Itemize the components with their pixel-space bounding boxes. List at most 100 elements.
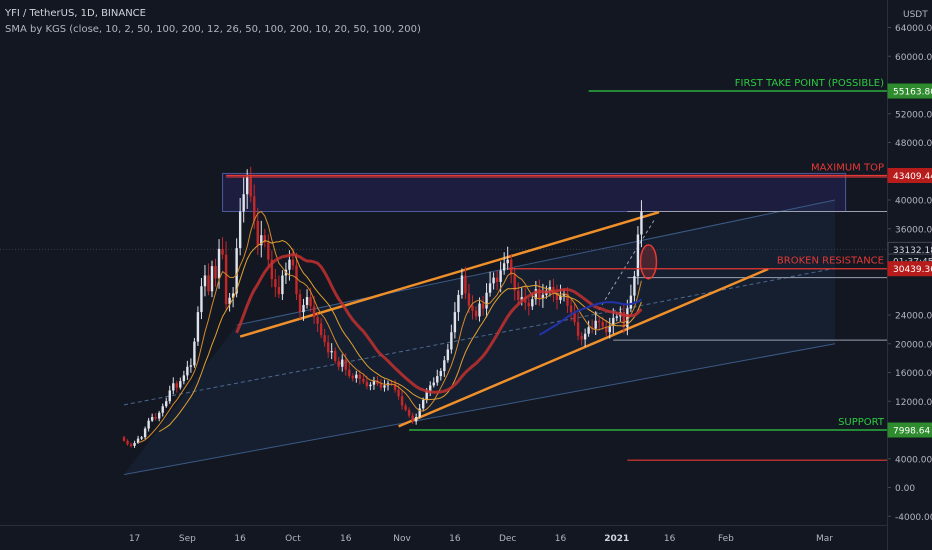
- candle: [531, 299, 534, 307]
- candles: [122, 166, 643, 448]
- price-tag-label: 43409.44: [893, 172, 932, 182]
- candle: [443, 360, 446, 372]
- price-tick-label: 36000.00: [895, 225, 932, 235]
- candle: [502, 263, 506, 271]
- candle: [583, 333, 587, 340]
- candle: [316, 317, 319, 324]
- symbol-title[interactable]: YFI / TetherUS, 1D, BINANCE: [5, 8, 146, 19]
- indicator-legend[interactable]: SMA by KGS (close, 10, 2, 50, 100, 200, …: [5, 24, 421, 35]
- candle: [510, 259, 513, 275]
- candle: [172, 383, 175, 391]
- candle: [186, 366, 189, 376]
- candle: [291, 259, 295, 266]
- time-tick-label: 16: [340, 534, 352, 544]
- candle: [348, 369, 351, 377]
- candle: [608, 325, 611, 333]
- candle: [150, 417, 154, 421]
- candle: [337, 361, 340, 367]
- candle: [214, 266, 217, 279]
- ma-line-sma-50: [235, 252, 643, 394]
- candle: [189, 365, 193, 367]
- candle: [224, 254, 228, 305]
- candle: [569, 305, 573, 313]
- candle: [309, 297, 312, 307]
- price-tick-label: 4000.00: [895, 455, 932, 465]
- candle: [425, 391, 428, 400]
- candle: [626, 308, 629, 328]
- price-tag: [887, 83, 932, 99]
- time-tick-label: 16: [664, 534, 676, 544]
- level-label: BROKEN RESISTANCE: [777, 256, 884, 267]
- candle: [295, 265, 298, 295]
- time-tick-label: 2021: [604, 534, 629, 544]
- price-tag-label: 55163.80: [893, 88, 932, 98]
- price-tag-label: 30439.36: [893, 265, 932, 275]
- time-tick-label: Dec: [499, 534, 516, 544]
- candle: [393, 384, 397, 390]
- candle: [629, 295, 633, 309]
- candle: [161, 406, 164, 413]
- candle: [446, 349, 450, 361]
- candle: [541, 294, 545, 299]
- candle: [246, 177, 249, 195]
- candle: [355, 374, 358, 379]
- ma-line-sma-10: [137, 210, 642, 443]
- candle: [598, 320, 601, 323]
- candle: [499, 270, 502, 282]
- levels: FIRST TAKE POINT (POSSIBLE) MAXIMUM TOP BR…: [226, 78, 887, 461]
- candle: [203, 275, 207, 287]
- candle: [640, 211, 643, 235]
- candle: [538, 289, 541, 299]
- price-tick-label: 48000.00: [895, 139, 932, 149]
- candle: [344, 359, 347, 370]
- candle: [122, 437, 126, 441]
- time-tick-label: Feb: [718, 534, 734, 544]
- candle: [615, 316, 618, 318]
- price-tick-label: 20000.00: [895, 340, 932, 350]
- candle: [594, 320, 597, 329]
- candle: [372, 380, 376, 385]
- candle: [228, 297, 231, 305]
- wedge-upper-line: [239, 211, 660, 338]
- price-axis[interactable]: 64000.00 60000.00 52000.00 48000.00 40000.00…: [887, 0, 932, 550]
- candle: [636, 234, 640, 277]
- candle: [253, 196, 256, 221]
- candle: [238, 211, 242, 249]
- ma-line-sma-20: [158, 239, 642, 433]
- time-tick-label: Oct: [285, 534, 301, 544]
- candle: [439, 371, 442, 377]
- candle: [400, 396, 404, 406]
- candle: [168, 390, 171, 402]
- candle: [270, 259, 274, 280]
- candle: [341, 359, 344, 367]
- candle: [404, 405, 407, 410]
- time-axis[interactable]: 17 Sep 16 Oct 16 Nov 16 Dec 16 2021 16 Feb Mar: [0, 525, 887, 545]
- candle: [376, 380, 379, 384]
- candle: [471, 305, 474, 311]
- time-tick-label: 17: [129, 534, 140, 544]
- candle: [154, 417, 157, 419]
- time-tick-label: Nov: [393, 534, 411, 544]
- candle: [534, 289, 538, 300]
- candle: [562, 293, 566, 296]
- level-label: MAXIMUM TOP: [811, 162, 884, 173]
- candle: [492, 277, 495, 284]
- candle: [453, 312, 457, 333]
- candle: [136, 438, 140, 443]
- candle: [231, 293, 235, 298]
- candle: [147, 420, 150, 429]
- candle: [133, 442, 136, 446]
- price-tick-label: 16000.00: [895, 369, 932, 379]
- candle: [485, 292, 488, 309]
- candle: [362, 378, 365, 382]
- candle: [196, 312, 200, 342]
- candle: [298, 294, 302, 313]
- candle: [281, 275, 284, 295]
- candle: [464, 275, 467, 294]
- price-tag-label: 33132.18: [893, 246, 932, 256]
- channel-lower-line: [123, 343, 836, 476]
- candle: [555, 294, 559, 300]
- candle: [260, 235, 263, 246]
- candle: [467, 293, 471, 306]
